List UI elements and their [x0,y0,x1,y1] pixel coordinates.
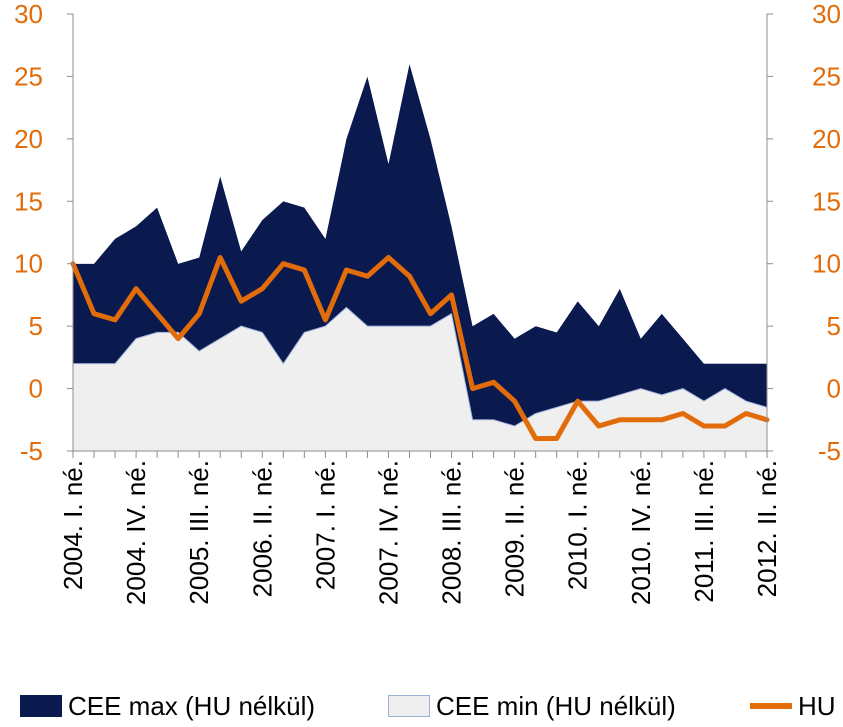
legend-swatch-cee-min [388,695,430,717]
plot-area [70,14,770,451]
series-cee-min-line [73,306,768,427]
x-tick-label: 2007. IV. né. [373,460,403,605]
x-tick-label: 2008. III. né. [437,460,467,605]
x-tick-label: 2012. II. né. [752,460,782,597]
x-tick-label: 2006. II. né. [247,460,277,597]
y-tick-label-right: 30 [812,0,841,29]
y-tick-label-left: 5 [29,311,43,341]
legend-label-cee-min: CEE min (HU nélkül) [436,690,676,721]
y-tick-label-right: 5 [827,311,841,341]
legend-swatch-hu [750,703,792,709]
x-tick-label: 2010. I. né. [563,460,593,590]
legend-label-cee-max: CEE max (HU nélkül) [68,690,316,721]
y-tick-label-left: 30 [14,0,43,29]
axes: 30 30 25 25 20 20 15 15 10 10 5 5 0 0 -5 -5 2004. I. né.… [14,0,841,605]
series-hu-line [70,255,770,441]
x-tick-label: 2009. II. né. [500,460,530,597]
legend-item-cee-max: CEE max (HU nélkül) [20,688,315,724]
y-tick-label-left: 25 [14,61,43,91]
legend-item-cee-min: CEE min (HU nélkül) [388,688,676,724]
y-tick-label-right: -5 [818,436,841,466]
y-tick-label-right: 15 [812,186,841,216]
y-tick-label-left: 0 [29,374,43,404]
y-tick-label-right: 20 [812,124,841,154]
legend-item-hu: HU [750,688,836,724]
y-tick-label-left: 10 [14,249,43,279]
y-tick-label-right: 25 [812,61,841,91]
legend-swatch-cee-max [20,695,62,717]
x-tick-label: 2011. III. né. [689,460,719,603]
x-tick-label: 2004. IV. né. [121,460,151,605]
y-tick-label-left: -5 [20,436,43,466]
y-tick-label-right: 10 [812,249,841,279]
x-tick-label: 2004. I. né. [58,460,88,590]
series-cee-max-area [73,63,767,427]
y-tick-label-left: 15 [14,186,43,216]
legend: CEE max (HU nélkül) CEE min (HU nélkül) … [0,688,843,724]
x-tick-label: 2007. I. né. [310,460,340,590]
y-tick-label-right: 0 [827,374,841,404]
legend-label-hu: HU [798,690,836,721]
x-tick-label: 2010. IV. né. [626,460,656,605]
chart: 30 30 25 25 20 20 15 15 10 10 5 5 0 0 -5 -5 2004. I. né.… [14,0,841,605]
series-cee-max-upper-blank [73,14,767,364]
y-tick-label-left: 20 [14,124,43,154]
x-tick-label: 2005. III. né. [184,460,214,605]
